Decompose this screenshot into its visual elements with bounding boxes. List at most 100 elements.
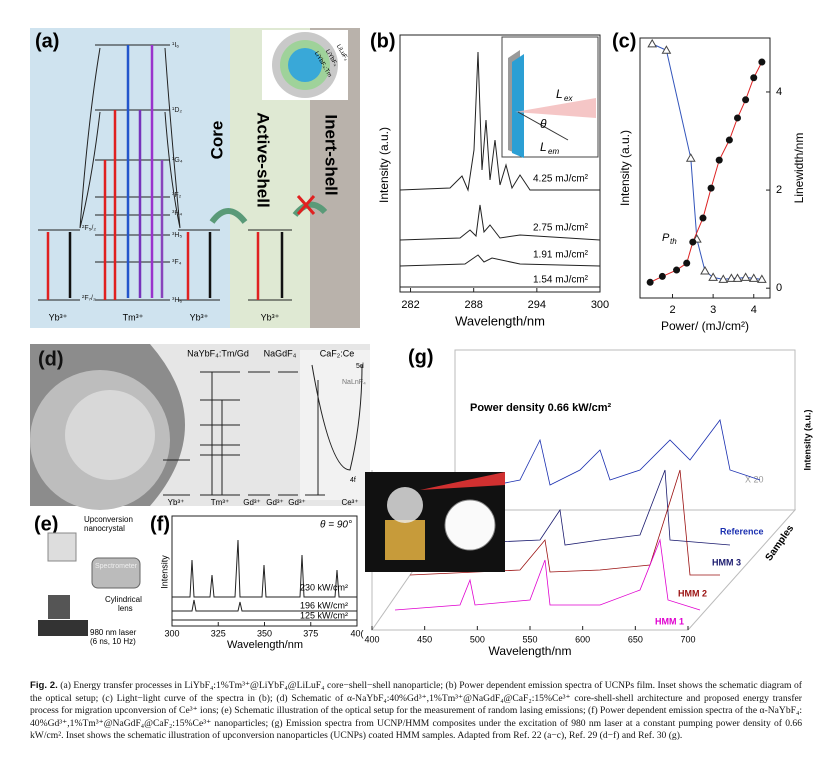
- intensity-point: [658, 272, 666, 280]
- intensity-point: [646, 278, 654, 286]
- x-tick-label: 300: [164, 628, 179, 638]
- spectrum: [172, 599, 357, 612]
- angle-label: θ = 90°: [320, 520, 352, 531]
- x-tick-label: 375: [303, 628, 318, 638]
- intensity-point: [758, 58, 766, 66]
- x-tick-label: 450: [417, 634, 432, 644]
- layer-label: NaYbF₄:Tm/Gd: [187, 348, 249, 358]
- level-label: ¹D₂: [172, 107, 182, 114]
- setup-label: Spectrometer: [95, 563, 138, 570]
- panel-label: (c): [612, 30, 636, 52]
- panel-g: (g) Power density 0.66 kW/cm² Intensity …: [365, 346, 812, 658]
- ce-curve: [311, 364, 363, 471]
- threshold-label: P: [662, 232, 670, 244]
- spectrum: [429, 469, 731, 546]
- setup-label: Upconversion: [84, 515, 133, 524]
- ce-level: 5d: [356, 363, 364, 370]
- intensity-line: [649, 61, 763, 283]
- curve-label: 4.25 mJ/cm²: [533, 174, 589, 185]
- ion-label: Gd³⁺: [288, 498, 306, 507]
- levels: [38, 44, 292, 301]
- laser: [38, 620, 88, 636]
- x-tick-label: 650: [628, 634, 643, 644]
- panel-c: (c) Intensity (a.u.) Linewidth/nm Power/…: [612, 30, 806, 333]
- z-label: Samples: [764, 523, 797, 563]
- region-label: Inert-shell: [322, 114, 341, 195]
- transfer-arrow: [209, 208, 248, 224]
- x-label: Power/ (mJ/cm²): [661, 319, 749, 333]
- level-label: ³H₆: [172, 297, 182, 304]
- ion-label: Yb³⁺: [168, 498, 185, 507]
- spectrum: [469, 419, 761, 491]
- linewidth-point: [647, 38, 658, 48]
- spectrum: [172, 539, 357, 598]
- level-label: ³F₄: [172, 259, 182, 266]
- panel-b: (b) Intensity (a.u.) Wavelength/nm 4.25 …: [370, 30, 601, 328]
- ion-label: Gd³⁺: [243, 498, 261, 507]
- intensity-point: [734, 114, 741, 122]
- caption-text: (a) Energy transfer processes in LiYbF₄:…: [30, 680, 802, 741]
- inset-label: ex: [564, 94, 573, 103]
- x-label: Wavelength/nm: [455, 313, 545, 328]
- panel-e: (e) Upconversion nanocrystal Spectromete…: [34, 513, 142, 646]
- spectrum: [399, 51, 600, 192]
- x-tick-label: 550: [522, 634, 537, 644]
- panel-label: (g): [408, 346, 434, 368]
- linewidth-point: [685, 153, 696, 162]
- inset-label: θ: [540, 117, 547, 131]
- level-label: ³H₄: [172, 210, 182, 217]
- layer-label: CaF₂:Ce: [320, 348, 355, 358]
- d-sphere-inner: [65, 390, 155, 480]
- linewidth-point: [661, 45, 672, 54]
- panel-f: (f) Intensity Wavelength/nm θ = 90° 230 …: [150, 513, 358, 651]
- d-shell: [300, 350, 370, 500]
- hmm-stack: [385, 520, 425, 560]
- x-label: Wavelength/nm: [227, 639, 303, 651]
- threshold-label: th: [670, 237, 677, 246]
- blocked-arrow: [292, 201, 328, 217]
- transitions: [46, 45, 284, 300]
- back-wall: [454, 349, 796, 511]
- intensity-point: [715, 156, 723, 164]
- linewidth-line: [651, 43, 762, 280]
- x-tick-label: 282: [401, 299, 419, 311]
- plot-frame: [399, 34, 601, 293]
- ion-label: Yb³⁺: [190, 312, 209, 322]
- scale-label: X 20: [745, 474, 764, 484]
- x-tick-label: 325: [211, 628, 226, 638]
- emission-ray: [517, 111, 569, 141]
- inset-label: em: [548, 147, 559, 156]
- setup-label: 980 nm laser: [90, 628, 137, 637]
- level-label: ³H₅: [172, 232, 182, 239]
- cross: [296, 195, 316, 215]
- setup-label: lens: [118, 604, 133, 613]
- x-tick-label: 3: [710, 304, 716, 316]
- linewidth-point: [732, 273, 743, 282]
- curve-label: 230 kW/cm²: [300, 582, 348, 592]
- spectrum: [399, 204, 601, 241]
- sample-label: HMM 1: [655, 616, 684, 626]
- panel-label: (e): [34, 513, 58, 535]
- inset-label: L: [556, 87, 563, 101]
- plot-frame: [639, 37, 771, 299]
- laser-beam: [420, 472, 505, 490]
- y2-tick-label: 2: [776, 184, 782, 196]
- y-label: Intensity (a.u.): [618, 130, 632, 206]
- linewidth-point: [700, 266, 710, 275]
- spectrum: [399, 254, 601, 267]
- panel-label: (b): [370, 30, 396, 52]
- linewidth-point: [748, 273, 759, 282]
- layer-label: NaGdF₄: [264, 348, 297, 358]
- setup-label: Cylindrical: [105, 595, 142, 604]
- beam: [515, 98, 596, 118]
- intensity-point: [689, 238, 697, 246]
- core-sphere: [288, 48, 322, 82]
- panel-label: (a): [35, 30, 59, 52]
- curve-label: 2.75 mJ/cm²: [533, 223, 589, 234]
- x-tick-label: 700: [680, 634, 695, 644]
- panel-label: (d): [38, 348, 64, 370]
- setup-label: (6 ns, 10 Hz): [90, 637, 136, 646]
- x-tick-label: 350: [257, 628, 272, 638]
- linewidth-point: [718, 274, 729, 283]
- region-label: Core: [207, 121, 226, 160]
